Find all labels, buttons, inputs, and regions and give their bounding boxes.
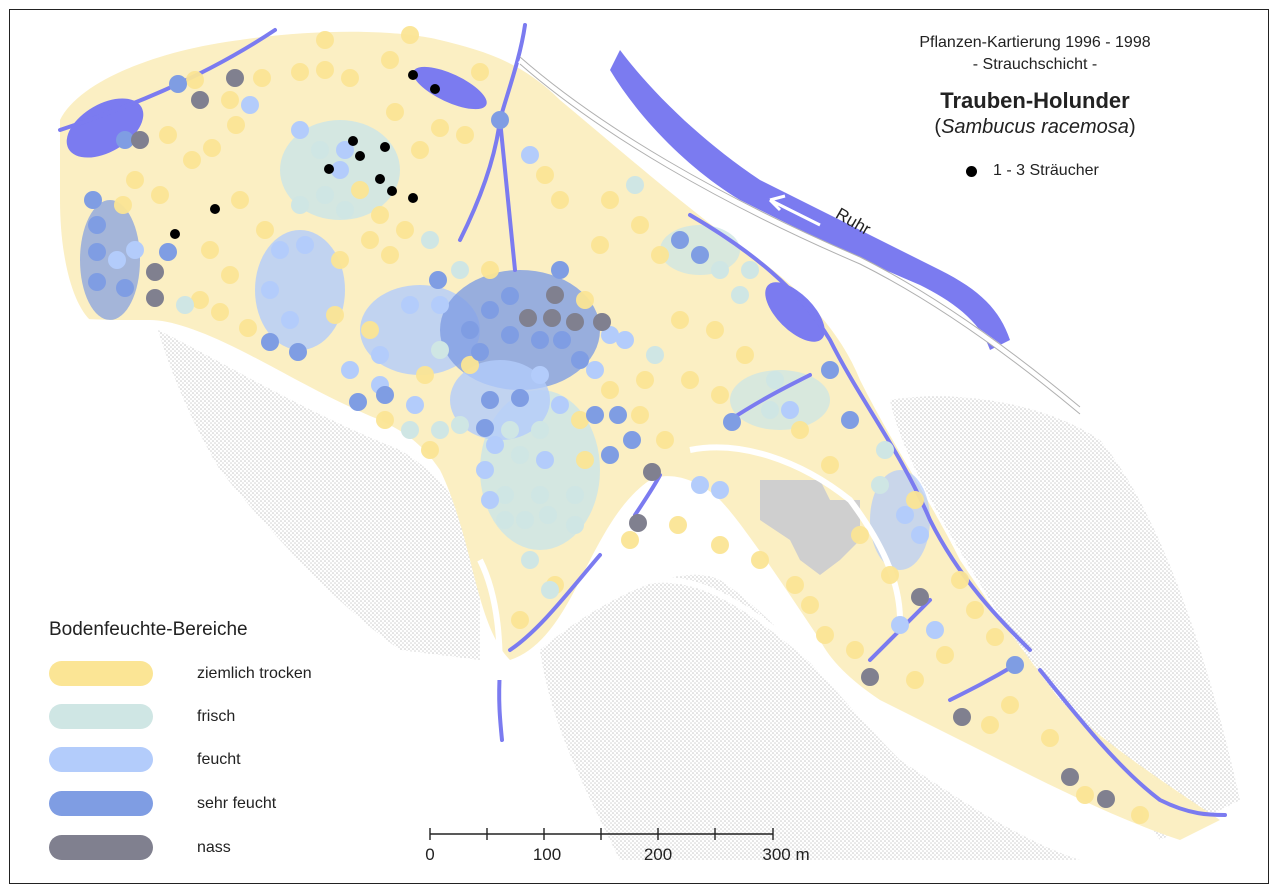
species-common-name: Trauben-Holunder [940,88,1130,113]
road-edges [519,56,1081,415]
legend-item-very-moist: sehr feucht [49,791,276,816]
shrub-legend-label: 1 - 3 Sträucher [993,162,1099,179]
legend-item-fresh: frisch [49,704,235,729]
shrub-dot-icon [966,165,977,177]
shrub-legend: 1 - 3 Sträucher [966,162,1099,180]
scale-label-0: 0 [425,845,434,864]
stipple-south [540,574,1080,860]
species-latin-text: Sambucus racemosa [941,116,1129,138]
legend-label-very-moist: sehr feucht [197,794,277,812]
legend-label-dry: ziemlich trocken [197,664,312,682]
legend-label-fresh: frisch [197,707,236,725]
building [760,480,860,575]
swatch-wet [49,835,153,860]
scale-label-300: 300 m [762,845,809,864]
pond-east [765,282,825,342]
moisture-points [84,26,1149,824]
streams [58,23,1227,817]
legend-item-wet: nass [49,835,231,860]
river-flow-arrow [768,194,821,227]
river-ruhr [610,50,1010,350]
study-area [60,31,1220,840]
legend-item-dry: ziemlich trocken [49,661,312,686]
title-block: Pflanzen-Kartierung 1996 - 1998 - Strauc… [870,32,1200,140]
swatch-moist [49,747,153,772]
stipple-west [158,330,480,660]
legend-label-wet: nass [197,838,231,856]
swatch-fresh [49,704,153,729]
legend-label-moist: feucht [197,750,241,768]
pond-north [413,66,487,110]
swatch-dry [49,661,153,686]
moisture-legend-title: Bodenfeuchte-Bereiche [49,619,248,640]
shrub-occurrences [170,70,440,239]
species-latin-name: (Sambucus racemosa) [934,116,1136,138]
legend-item-moist: feucht [49,747,241,772]
scale-labels: 0 100 200 300 m [425,845,809,864]
map-frame [9,9,1269,884]
swatch-very-moist [49,791,153,816]
scale-label-100: 100 [533,845,561,864]
layer-subtitle: - Strauchschicht - [972,56,1098,73]
stipple-east [890,396,1240,840]
survey-title: Pflanzen-Kartierung 1996 - 1998 [919,34,1151,51]
scale-bar [429,828,774,840]
scale-label-200: 200 [644,845,672,864]
